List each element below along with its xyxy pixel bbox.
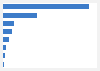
- Bar: [3, 21, 14, 26]
- Bar: [3, 37, 9, 42]
- Bar: [3, 13, 37, 18]
- Bar: [3, 29, 12, 34]
- Bar: [3, 53, 5, 58]
- Bar: [3, 4, 89, 9]
- Bar: [3, 62, 4, 67]
- Bar: [3, 45, 6, 50]
